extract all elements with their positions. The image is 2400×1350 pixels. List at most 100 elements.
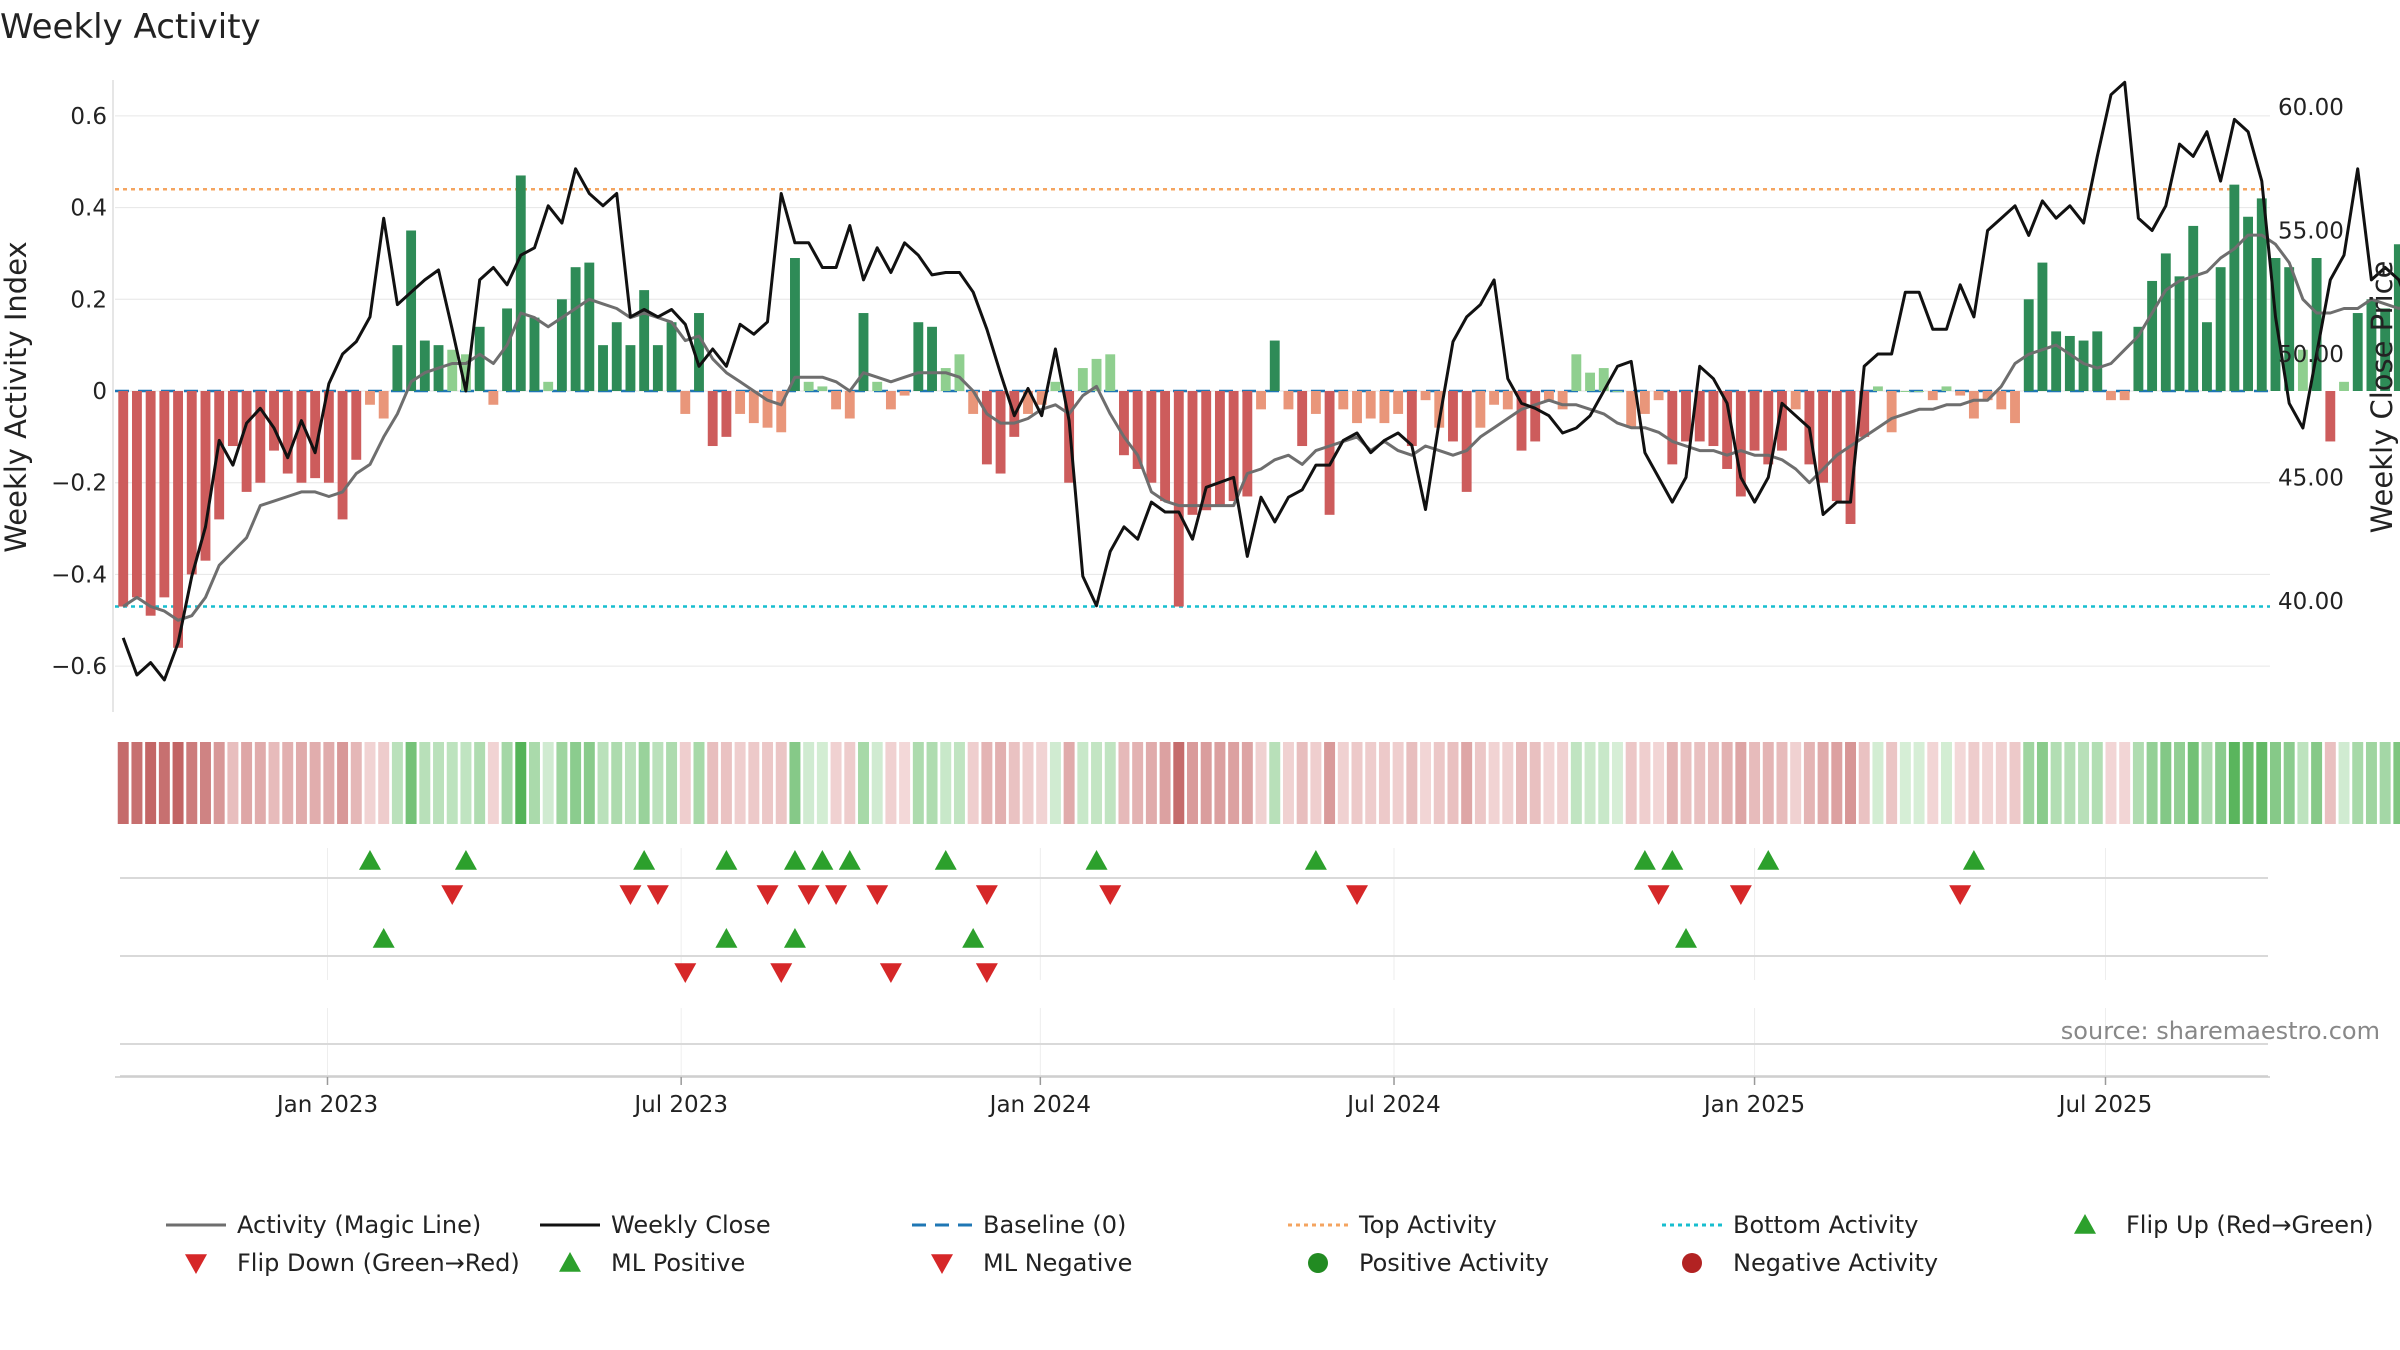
activity-bar — [1310, 391, 1321, 414]
activity-bar — [2297, 349, 2308, 391]
activity-bar — [1681, 391, 1691, 442]
heat-strip-cell — [364, 742, 376, 824]
flip-down-marker — [1099, 885, 1122, 905]
activity-bar — [1585, 372, 1595, 391]
heat-strip-cell — [282, 742, 294, 824]
activity-bar — [296, 391, 307, 483]
activity-bar — [282, 391, 293, 474]
heat-strip-cell — [624, 742, 636, 824]
heat-strip-cell — [1694, 742, 1706, 824]
activity-bar — [1379, 391, 1390, 424]
activity-bar — [2188, 225, 2199, 391]
heat-strip-cell — [501, 742, 513, 824]
legend-label: Positive Activity — [1359, 1249, 1549, 1277]
heat-strip-cell — [1831, 742, 1843, 824]
heat-strip-cell — [912, 742, 924, 824]
activity-bar — [1393, 391, 1404, 414]
x-tick-label: Jul 2025 — [2057, 1092, 2153, 1118]
heat-strip-cell — [350, 742, 362, 824]
activity-bar — [2243, 216, 2254, 391]
heat-strip-cell — [844, 742, 856, 824]
heat-strip-cell — [995, 742, 1007, 824]
activity-bar — [1146, 391, 1157, 483]
legend-item: Flip Up (Red→Green) — [2074, 1211, 2374, 1239]
activity-bar — [1626, 391, 1637, 428]
heat-strip-cell — [2078, 742, 2090, 824]
heat-strip-cell — [1365, 742, 1377, 824]
heat-strip-cell — [1680, 742, 1692, 824]
activity-bar — [2023, 299, 2034, 391]
activity-bar — [1214, 391, 1225, 506]
heat-strip-cell — [1817, 742, 1829, 824]
flip-down-marker — [1729, 885, 1752, 905]
activity-bar — [556, 299, 567, 391]
activity-bar — [2160, 253, 2171, 391]
ml-negative-marker — [879, 963, 902, 983]
activity-bar — [2092, 331, 2103, 391]
legend-item: ML Negative — [931, 1249, 1132, 1277]
activity-bar — [255, 391, 266, 483]
heat-strip-cell — [1310, 742, 1322, 824]
heat-strip-cell — [1762, 742, 1774, 824]
heat-strip-cell — [666, 742, 678, 824]
activity-bar — [1406, 391, 1417, 447]
flip-down-marker — [1949, 885, 1972, 905]
activity-bar — [365, 391, 375, 405]
heat-strip-cell — [405, 742, 417, 824]
activity-bar — [1900, 391, 1911, 392]
activity-bar — [1708, 391, 1719, 447]
heat-strip-cell — [1803, 742, 1815, 824]
heat-strip-cell — [1749, 742, 1761, 824]
ml-positive-marker — [962, 928, 985, 948]
activity-bar — [1077, 368, 1088, 391]
heat-strip-cell — [1611, 742, 1623, 824]
activity-bar — [502, 308, 513, 391]
heat-strip-cell — [1282, 742, 1294, 824]
activity-bar — [2064, 335, 2075, 391]
heat-strip-cell — [1433, 742, 1445, 824]
heat-strip-cell — [1104, 742, 1116, 824]
y2-tick-label: 40.00 — [2278, 589, 2344, 615]
y2-tick-label: 50.00 — [2278, 342, 2344, 368]
activity-bar — [666, 322, 677, 391]
heat-strip-cell — [2228, 742, 2240, 824]
heat-strip-cell — [1049, 742, 1061, 824]
heat-strip-cell — [693, 742, 705, 824]
heat-strip-cell — [529, 742, 540, 824]
activity-bar — [1859, 391, 1870, 437]
heat-strip-cell — [1337, 742, 1349, 824]
heat-strip-cell — [2146, 742, 2158, 824]
heat-strip-cell — [186, 742, 198, 824]
activity-bar — [1105, 354, 1116, 391]
legend-label: Flip Up (Red→Green) — [2126, 1211, 2374, 1239]
activity-bar — [1639, 391, 1650, 414]
activity-bar — [227, 391, 238, 447]
weekly-close-series — [121, 80, 2400, 682]
activity-bar — [968, 391, 979, 414]
y-tick-label: 0.4 — [70, 196, 107, 222]
heat-strip-cell — [1406, 742, 1418, 824]
heat-strip-cell — [803, 742, 815, 824]
activity-bar — [872, 381, 883, 391]
activity-bar — [584, 262, 595, 391]
heat-strip-cell — [254, 742, 266, 824]
source-note: source: sharemaestro.com — [2061, 1017, 2380, 1045]
heat-strip-cell — [419, 742, 431, 824]
activity-bar — [1091, 358, 1102, 391]
flip-up-marker — [358, 850, 381, 870]
heat-strip-cell — [1022, 742, 1034, 824]
heat-strip-cell — [515, 742, 527, 824]
flip-up-marker — [1633, 850, 1656, 870]
heat-strip-cell — [1940, 742, 1952, 824]
activity-bar — [2078, 340, 2089, 391]
activity-bar — [1269, 340, 1280, 391]
heat-strip-cell — [117, 742, 129, 824]
activity-bar — [2037, 262, 2048, 391]
ml-positive-marker — [715, 928, 738, 948]
heat-strip-cell — [734, 742, 746, 824]
heat-strip-cell — [775, 742, 787, 824]
activity-bar — [625, 345, 636, 391]
activity-bar — [1886, 391, 1897, 433]
heat-strip-cell — [2324, 742, 2336, 824]
